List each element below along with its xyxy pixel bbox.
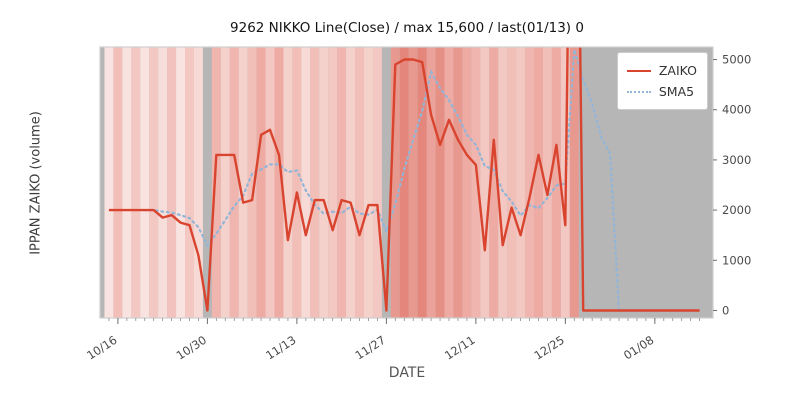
x-tick-label: 10/16 bbox=[84, 333, 119, 363]
y-axis-label: IPPAN ZAIKO (volume) bbox=[28, 111, 44, 255]
x-axis-label: DATE bbox=[388, 365, 426, 381]
y-tick-label: 1000 bbox=[722, 253, 751, 267]
x-tick-label: 11/13 bbox=[263, 333, 298, 363]
y-tick-label: 3000 bbox=[722, 153, 751, 167]
y-tick-label: 0 bbox=[722, 303, 729, 317]
sma5-line-swatch bbox=[626, 90, 651, 93]
x-tick-label: 12/25 bbox=[532, 333, 567, 363]
chart-title: 9262 NIKKO Line(Close) / max 15,600 / la… bbox=[230, 20, 584, 36]
x-tick-label: 01/08 bbox=[621, 333, 656, 363]
legend-label-zaiko: ZAIKO bbox=[658, 63, 697, 78]
zaiko-line-swatch bbox=[626, 69, 651, 72]
y-tick-label: 2000 bbox=[722, 203, 751, 217]
legend-label-sma5: SMA5 bbox=[658, 84, 695, 99]
legend: ZAIKO SMA5 bbox=[616, 52, 708, 110]
y-tick-label: 5000 bbox=[722, 53, 751, 67]
legend-item-sma5: SMA5 bbox=[626, 81, 697, 102]
x-tick-label: 10/30 bbox=[174, 333, 209, 363]
y-tick-label: 4000 bbox=[722, 103, 751, 117]
x-tick-label: 12/11 bbox=[442, 333, 477, 363]
legend-item-zaiko: ZAIKO bbox=[626, 60, 697, 81]
x-tick-label: 11/27 bbox=[353, 333, 388, 363]
